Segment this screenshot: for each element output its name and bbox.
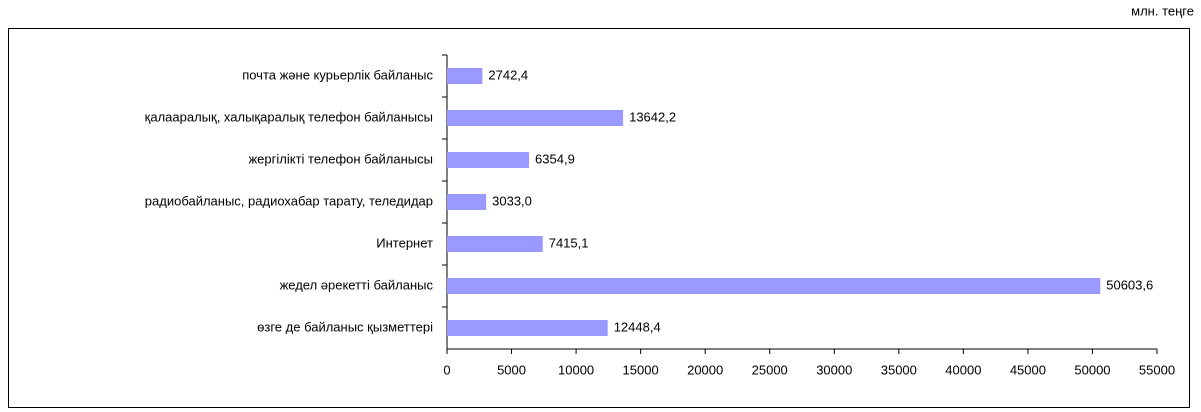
x-tick-label: 30000 bbox=[816, 362, 852, 377]
bar bbox=[447, 278, 1101, 294]
x-tick-label: 0 bbox=[443, 362, 450, 377]
bar bbox=[447, 194, 487, 210]
value-label: 7415,1 bbox=[549, 235, 589, 250]
y-tick-label: радиобайланыс, радиохабар тарату, теледи… bbox=[145, 193, 433, 208]
chart-frame bbox=[8, 28, 1190, 408]
x-tick-label: 55000 bbox=[1139, 362, 1175, 377]
x-tick-label: 50000 bbox=[1074, 362, 1110, 377]
x-tick-label: 35000 bbox=[881, 362, 917, 377]
y-tick-label: почта және курьерлік байланыс bbox=[242, 67, 433, 82]
bar bbox=[447, 320, 608, 336]
value-label: 13642,2 bbox=[629, 109, 676, 124]
y-tick-label: қалааралық, халықаралық телефон байланыс… bbox=[145, 109, 433, 124]
y-tick-label: Интернет bbox=[376, 235, 433, 250]
value-label: 3033,0 bbox=[492, 193, 532, 208]
x-tick-label: 10000 bbox=[558, 362, 594, 377]
bar bbox=[447, 110, 624, 126]
x-tick-label: 40000 bbox=[945, 362, 981, 377]
y-tick-label: жергілікті телефон байланысы bbox=[248, 151, 433, 166]
x-tick-label: 5000 bbox=[497, 362, 526, 377]
x-tick-label: 45000 bbox=[1010, 362, 1046, 377]
value-label: 12448,4 bbox=[614, 319, 661, 334]
y-tick-label: жедел әрекетті байланыс bbox=[280, 277, 434, 292]
x-tick-label: 25000 bbox=[752, 362, 788, 377]
y-tick-label: өзге де байланыс қызметтері bbox=[257, 319, 433, 334]
value-label: 2742,4 bbox=[488, 67, 528, 82]
bar bbox=[447, 68, 483, 84]
value-label: 6354,9 bbox=[535, 151, 575, 166]
unit-label: млн. теңге bbox=[1131, 3, 1194, 18]
x-tick-label: 15000 bbox=[623, 362, 659, 377]
bar bbox=[447, 152, 530, 168]
x-tick-label: 20000 bbox=[687, 362, 723, 377]
bar bbox=[447, 236, 543, 252]
value-label: 50603,6 bbox=[1106, 277, 1153, 292]
